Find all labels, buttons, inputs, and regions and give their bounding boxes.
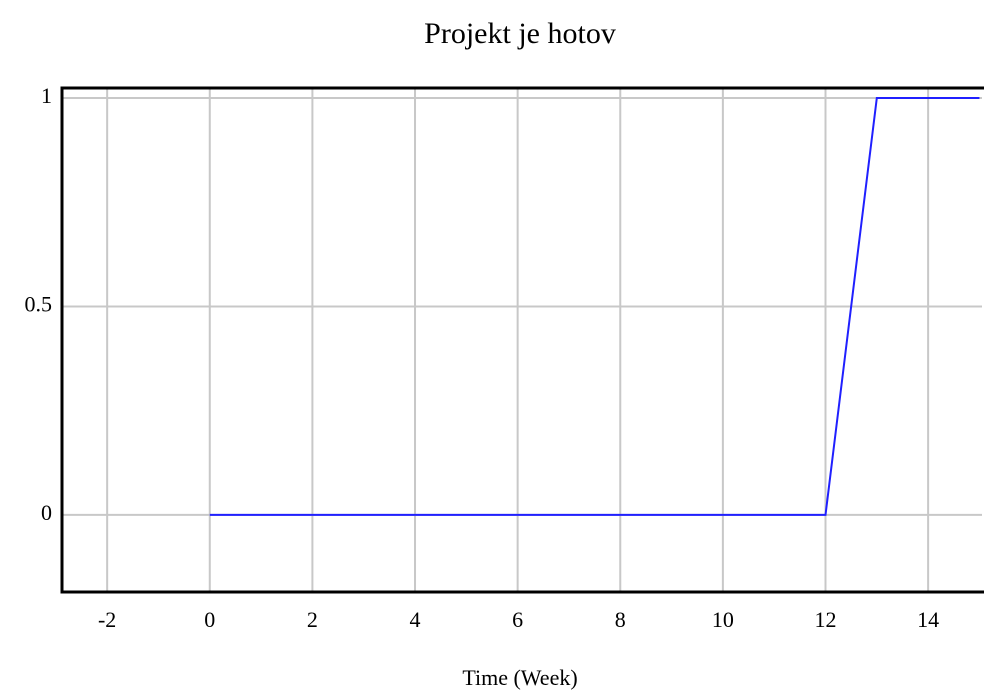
x-tick-label: 4 xyxy=(410,607,421,632)
y-tick-label: 1 xyxy=(41,83,52,108)
x-tick-label: 14 xyxy=(917,607,939,632)
data-line xyxy=(209,97,980,516)
chart-title: Projekt je hotov xyxy=(424,17,616,50)
x-tick-label: -2 xyxy=(98,607,116,632)
plot-frame xyxy=(60,86,984,594)
y-tick-label: 0 xyxy=(41,500,52,525)
x-tick-label: 0 xyxy=(204,607,215,632)
x-tick-label: 6 xyxy=(512,607,523,632)
x-tick-label: 10 xyxy=(712,607,734,632)
x-tick-label: 2 xyxy=(307,607,318,632)
x-tick-label: 8 xyxy=(615,607,626,632)
x-tick-label: 12 xyxy=(815,607,837,632)
y-tick-label: 0.5 xyxy=(25,291,53,316)
x-axis-label: Time (Week) xyxy=(462,665,577,690)
